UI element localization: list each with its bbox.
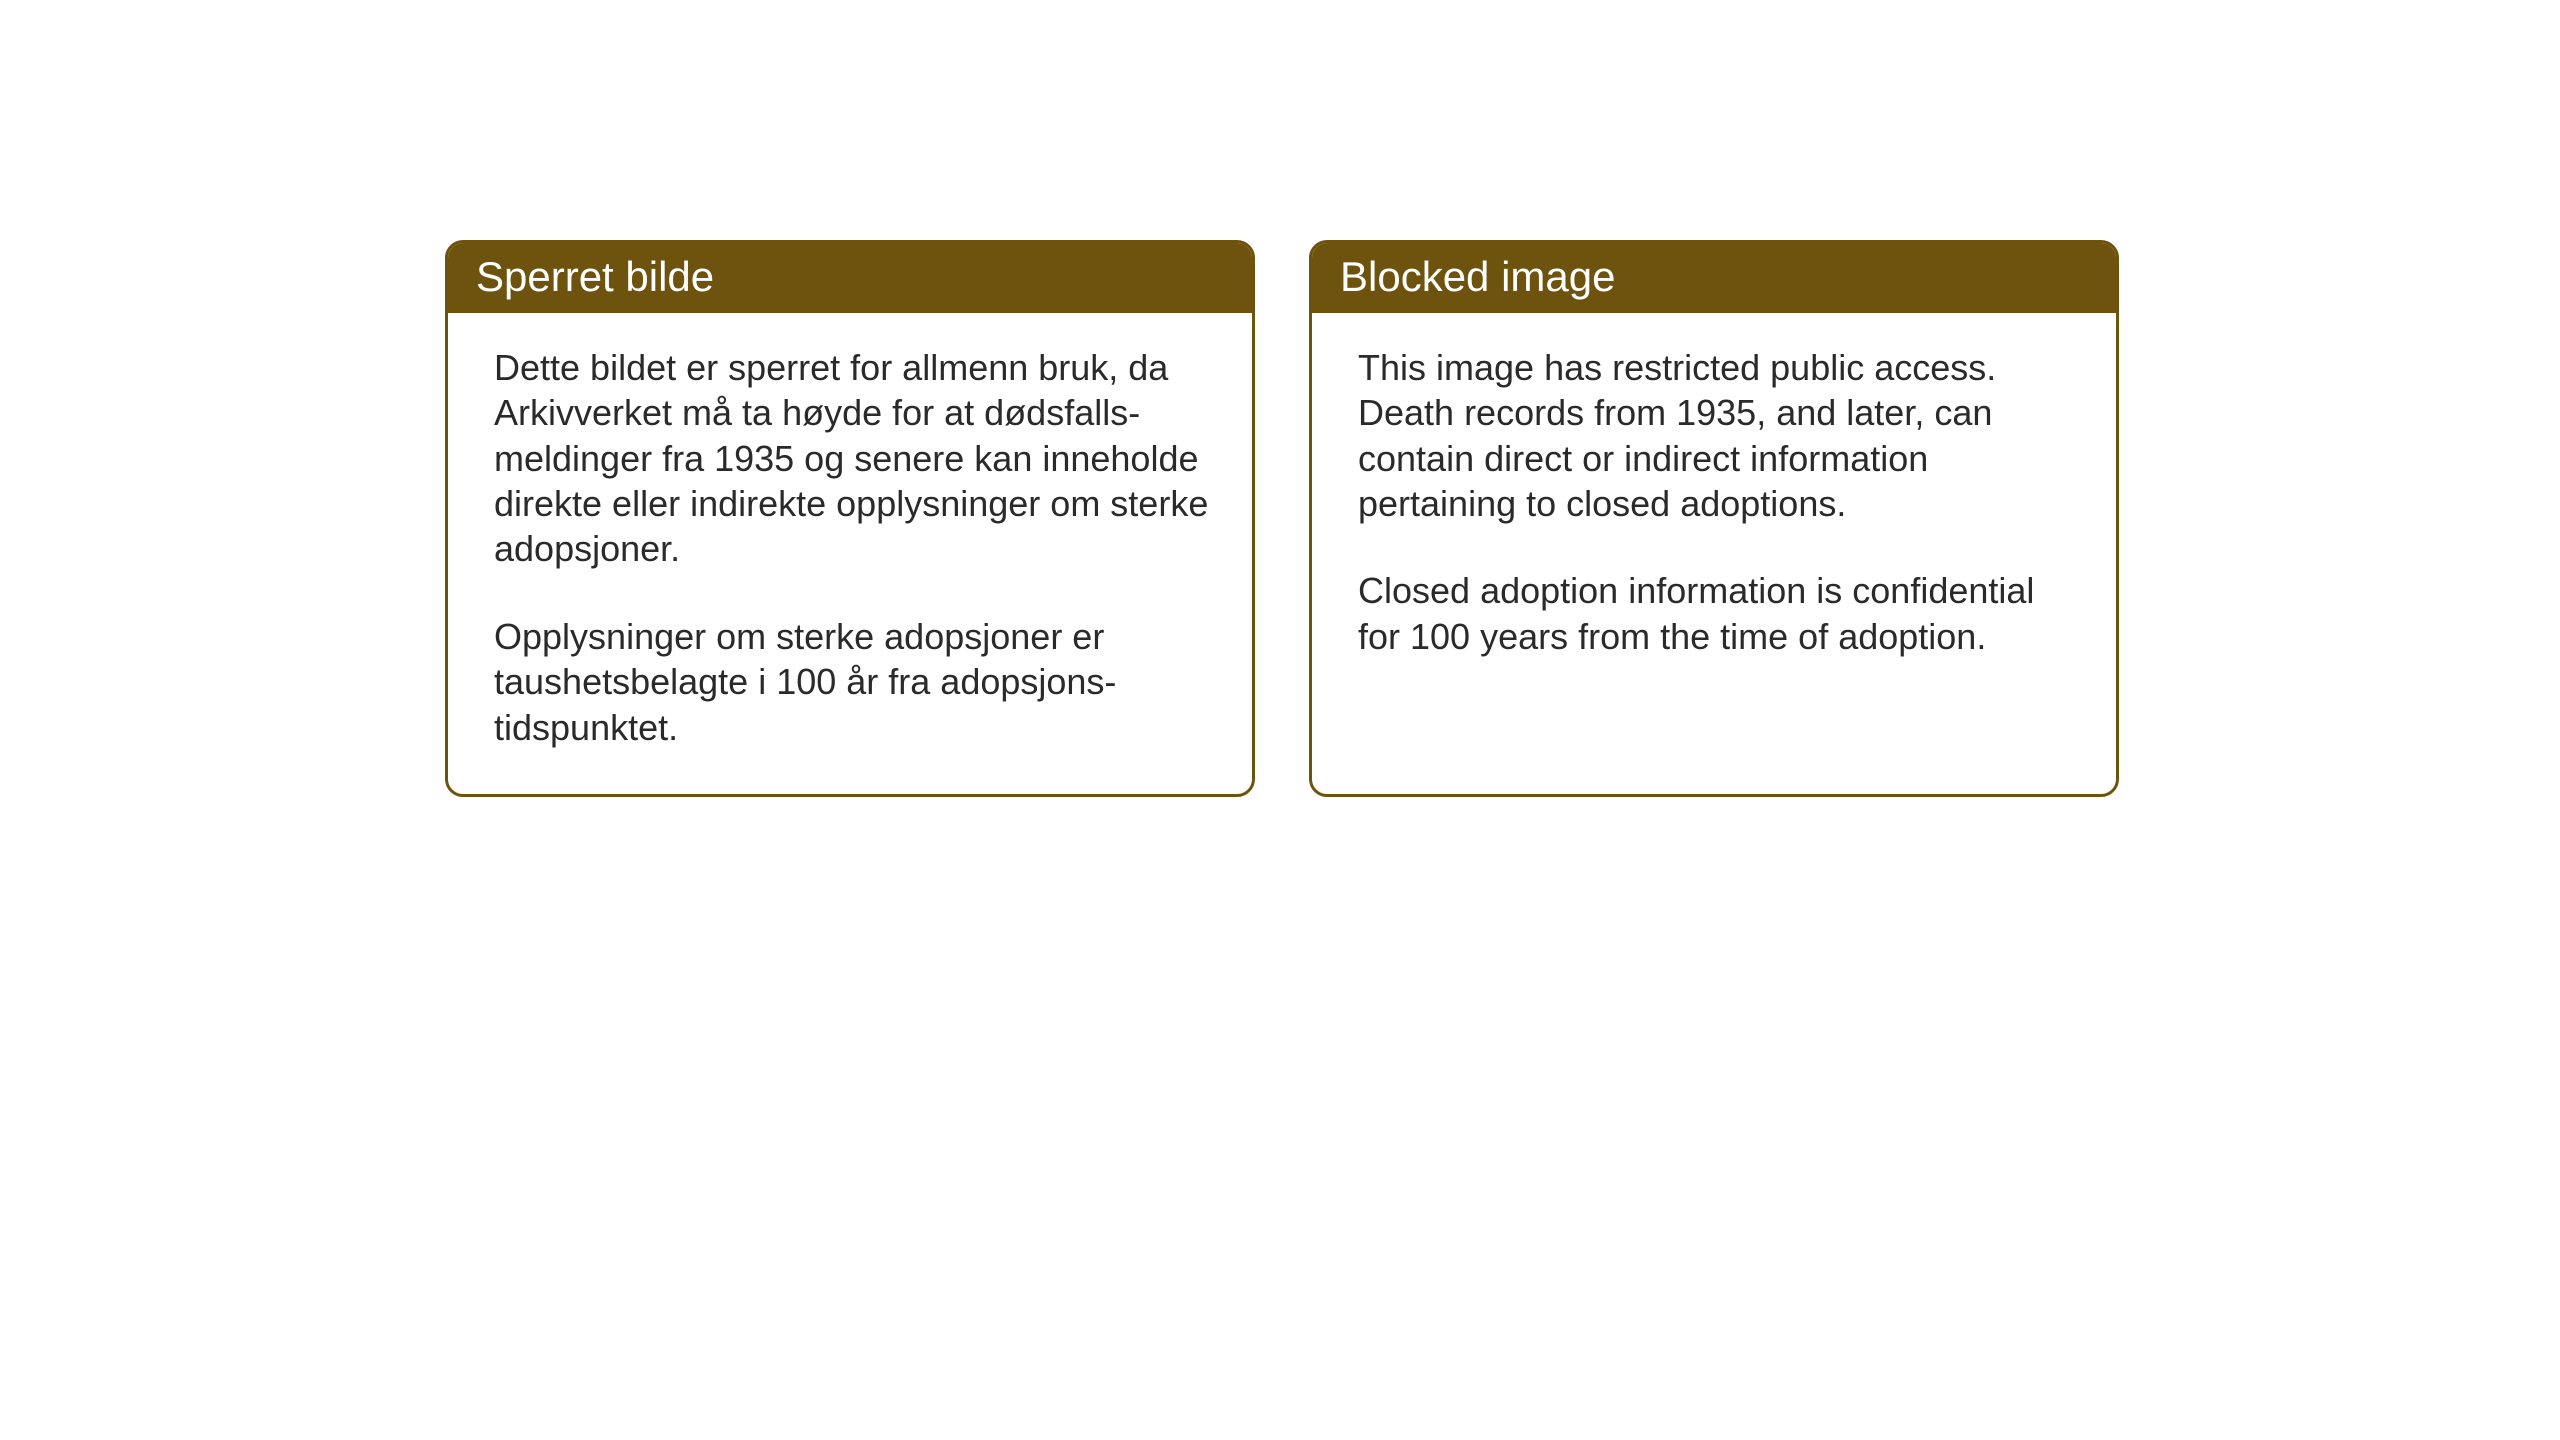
- card-container: Sperret bilde Dette bildet er sperret fo…: [0, 0, 2560, 797]
- card-paragraph-2: Opplysninger om sterke adopsjoner er tau…: [494, 614, 1212, 750]
- card-body: Dette bildet er sperret for allmenn bruk…: [448, 313, 1252, 794]
- card-title: Sperret bilde: [476, 253, 714, 300]
- notice-card-norwegian: Sperret bilde Dette bildet er sperret fo…: [445, 240, 1255, 797]
- card-paragraph-2: Closed adoption information is confident…: [1358, 568, 2076, 659]
- card-header: Sperret bilde: [448, 243, 1252, 313]
- card-paragraph-1: Dette bildet er sperret for allmenn bruk…: [494, 345, 1212, 572]
- card-header: Blocked image: [1312, 243, 2116, 313]
- notice-card-english: Blocked image This image has restricted …: [1309, 240, 2119, 797]
- card-body: This image has restricted public access.…: [1312, 313, 2116, 703]
- card-paragraph-1: This image has restricted public access.…: [1358, 345, 2076, 526]
- card-title: Blocked image: [1340, 253, 1615, 300]
